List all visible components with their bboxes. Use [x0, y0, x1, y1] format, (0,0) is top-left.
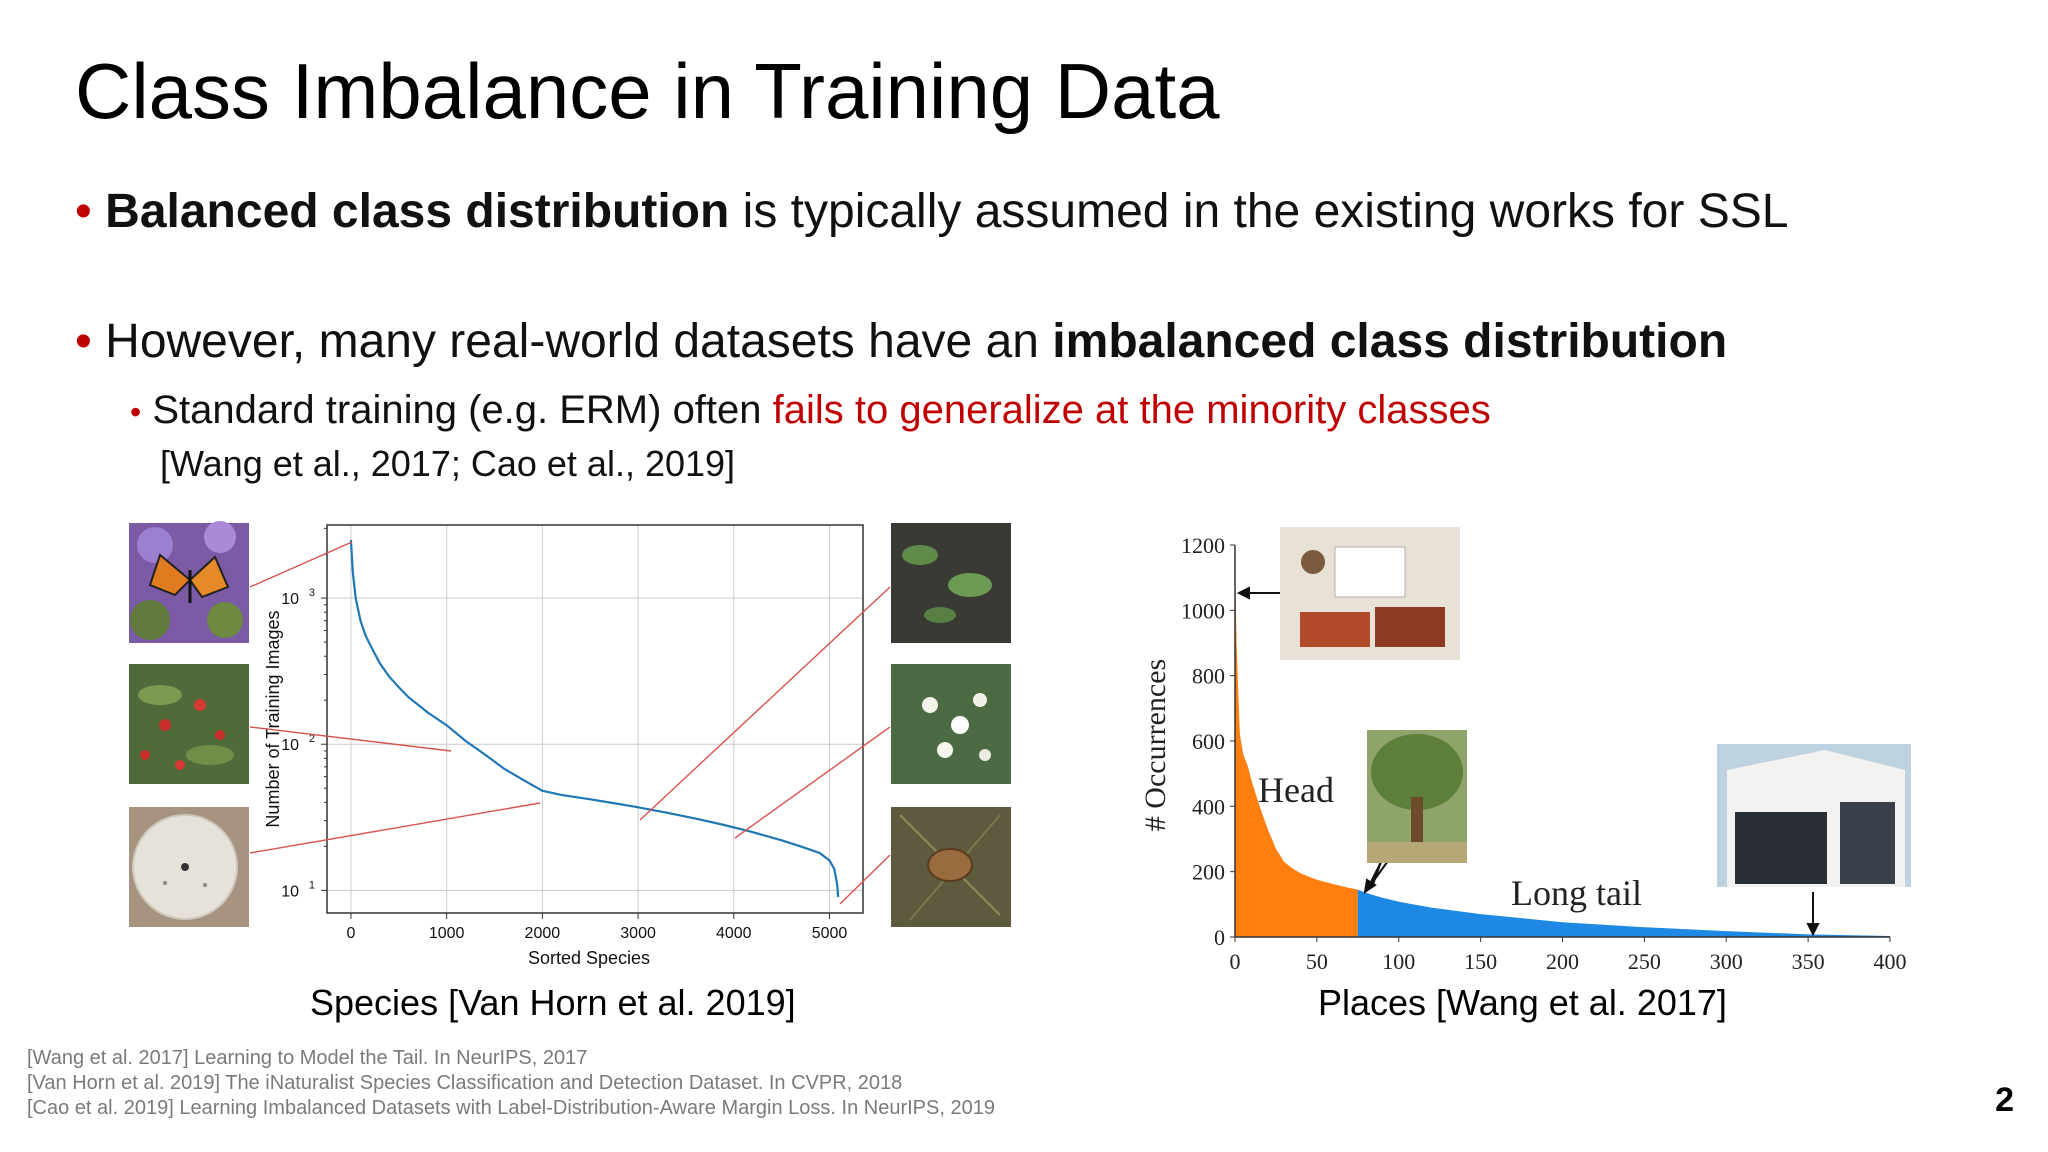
- x-tick-label: 150: [1464, 949, 1497, 974]
- y-tick-exponent: 3: [309, 587, 315, 599]
- y-tick-exponent: 2: [309, 733, 315, 745]
- places-x-ticks: 0 50 100 150 200 250 300 350 400: [1230, 937, 1907, 974]
- connector-line: [249, 802, 541, 854]
- species-plot-frame: [326, 524, 864, 914]
- reference-cao: [Cao et al. 2019] Learning Imbalanced Da…: [27, 1097, 995, 1119]
- places-caption: Places [Wang et al. 2017]: [1318, 982, 1727, 1023]
- bullet-imbalanced: • However, many real-world datasets have…: [75, 318, 1727, 366]
- library-building-photo: [1717, 744, 1911, 887]
- x-tick-label: 5000: [812, 925, 848, 942]
- x-tick-label: 350: [1792, 949, 1825, 974]
- x-tick-label: 2000: [525, 925, 561, 942]
- species-grid: [327, 525, 863, 913]
- connector-line: [839, 854, 891, 905]
- sub-bullet-highlight: fails to generalize at the minority clas…: [772, 388, 1491, 432]
- x-tick-label: 200: [1546, 949, 1579, 974]
- reference-wang: [Wang et al. 2017] Learning to Model the…: [27, 1047, 588, 1069]
- species-x-ticks: 0 1000 2000 3000 4000 5000: [346, 913, 847, 942]
- page-number: 2: [1995, 1081, 2014, 1119]
- y-tick-label: 1200: [1181, 533, 1225, 558]
- bullet-text: is typically assumed in the existing wor…: [729, 185, 1789, 238]
- bullet-text: However, many real-world datasets have a…: [105, 315, 1053, 368]
- bullet-dot: •: [75, 185, 92, 238]
- x-tick-label: 1000: [429, 925, 465, 942]
- connector-line: [734, 726, 891, 839]
- low-plant-on-soil-photo: [891, 523, 1011, 643]
- living-room-photo: [1280, 527, 1460, 660]
- sub-bullet-citation: [Wang et al., 2017; Cao et al., 2019]: [160, 443, 736, 484]
- bullet-balanced: • Balanced class distribution is typical…: [75, 188, 1788, 236]
- places-chart: 0 50 100 150 200 250 300 350 400 0 200 400 600 800 10…: [1135, 512, 1930, 982]
- species-series-line: [349, 539, 840, 898]
- y-tick-label: 800: [1192, 664, 1225, 689]
- species-chart: 0 1000 2000 3000 4000 5000 10 1 10 2 10 3 Sorted S…: [129, 521, 1011, 968]
- x-tick-label: 0: [346, 925, 355, 942]
- y-tick-label: 600: [1192, 729, 1225, 754]
- species-y-axis-label: Number of Training Images: [263, 610, 283, 827]
- x-tick-label: 0: [1230, 949, 1241, 974]
- species-x-axis-label: Sorted Species: [528, 948, 650, 968]
- x-tick-label: 50: [1306, 949, 1328, 974]
- x-tick-label: 400: [1874, 949, 1907, 974]
- bullet-bold-text: Balanced class distribution: [105, 185, 730, 238]
- slide-title: Class Imbalance in Training Data: [75, 47, 1220, 135]
- y-tick-label: 1000: [1181, 598, 1225, 623]
- tree-in-field-photo: [1367, 730, 1467, 863]
- head-annotation: Head: [1258, 770, 1334, 810]
- connector-line: [249, 726, 452, 752]
- long-tail-annotation: Long tail: [1511, 873, 1642, 913]
- species-connectors: [249, 541, 891, 905]
- reference-van-horn: [Van Horn et al. 2019] The iNaturalist S…: [27, 1072, 903, 1094]
- connector-line: [639, 586, 891, 821]
- white-flowers-photo: [891, 664, 1011, 784]
- x-tick-label: 100: [1382, 949, 1415, 974]
- y-tick-exponent: 1: [309, 879, 315, 891]
- species-y-ticks: 10 1 10 2 10 3: [281, 527, 327, 900]
- places-y-axis-label: # Occurrences: [1139, 659, 1172, 831]
- tail-area: [1357, 889, 1890, 937]
- x-tick-label: 250: [1628, 949, 1661, 974]
- bullet-dot: •: [75, 315, 92, 368]
- species-caption: Species [Van Horn et al. 2019]: [310, 982, 796, 1023]
- sand-dollar-photo: [129, 807, 249, 927]
- y-tick-label: 10: [281, 737, 299, 754]
- dry-brown-seedpod-photo: [891, 807, 1011, 927]
- y-tick-label: 200: [1192, 860, 1225, 885]
- red-berry-shrub-photo: [129, 664, 249, 784]
- sub-bullet-text: Standard training (e.g. ERM) often: [152, 388, 773, 432]
- head-area: [1235, 564, 1358, 937]
- bullet-bold-text: imbalanced class distribution: [1052, 315, 1728, 368]
- sub-bullet: • Standard training (e.g. ERM) often fai…: [130, 390, 1491, 430]
- y-tick-label: 10: [281, 883, 299, 900]
- connector-line: [249, 541, 353, 588]
- y-tick-label: 0: [1214, 925, 1225, 950]
- x-tick-label: 4000: [716, 925, 752, 942]
- x-tick-label: 300: [1710, 949, 1743, 974]
- places-y-ticks: 0 200 400 600 800 1000 1200: [1181, 533, 1235, 950]
- y-tick-label: 10: [281, 591, 299, 608]
- y-tick-label: 400: [1192, 794, 1225, 819]
- x-tick-label: 3000: [620, 925, 656, 942]
- butterfly-on-aster-photo: [129, 521, 249, 643]
- sub-bullet-dot: •: [130, 394, 142, 430]
